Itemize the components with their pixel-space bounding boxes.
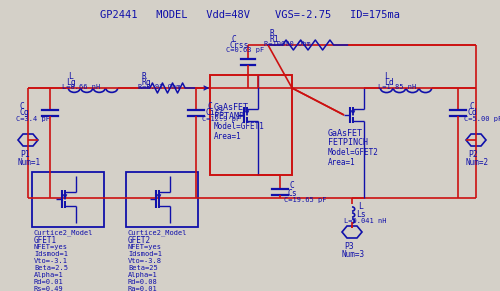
Text: R1: R1 [270, 35, 280, 44]
Text: C: C [290, 181, 295, 190]
Text: Alpha=1: Alpha=1 [128, 272, 158, 278]
Text: C=5.00 pF: C=5.00 pF [464, 116, 500, 122]
Text: GP2441   MODEL   Vdd=48V    VGS=-2.75   ID=175ma: GP2441 MODEL Vdd=48V VGS=-2.75 ID=175ma [100, 10, 400, 20]
Text: Model=GFET2: Model=GFET2 [328, 148, 379, 157]
Text: P1: P1 [20, 150, 30, 159]
Text: L: L [68, 72, 73, 81]
Text: P2: P2 [468, 150, 478, 159]
Text: Cd: Cd [468, 108, 478, 117]
Text: Area=1: Area=1 [328, 158, 356, 167]
Text: C=19.65 pF: C=19.65 pF [284, 197, 327, 203]
Text: FETAMP: FETAMP [214, 112, 244, 121]
Text: Cg: Cg [20, 108, 30, 117]
Text: Cs: Cs [288, 189, 298, 198]
Text: R=0.97 Ohm: R=0.97 Ohm [138, 84, 180, 90]
Text: C=12.9 pF: C=12.9 pF [202, 116, 240, 122]
Text: R=10000 Ohm: R=10000 Ohm [264, 41, 311, 47]
Text: P3: P3 [344, 242, 354, 251]
Text: R: R [142, 72, 147, 81]
Text: GFET1: GFET1 [34, 236, 57, 245]
Text: L=0.041 nH: L=0.041 nH [344, 218, 387, 224]
Text: Model=GFET1: Model=GFET1 [214, 122, 265, 131]
Text: C: C [208, 102, 213, 111]
Text: GFET2: GFET2 [128, 236, 151, 245]
Text: Num=2: Num=2 [466, 158, 489, 167]
Text: Ld: Ld [384, 78, 394, 87]
Text: Rg: Rg [142, 78, 152, 87]
Text: Vto=-3.1: Vto=-3.1 [34, 258, 68, 264]
Text: Curtice2_Model: Curtice2_Model [34, 229, 94, 236]
Text: Ciss: Ciss [206, 108, 226, 117]
Text: L=0.66 nH: L=0.66 nH [62, 84, 100, 90]
Text: Lg: Lg [66, 78, 76, 87]
Text: C: C [20, 102, 25, 111]
Text: Vto=-3.8: Vto=-3.8 [128, 258, 162, 264]
Text: Rd=0.08: Rd=0.08 [128, 279, 158, 285]
Text: L=1.85 nH: L=1.85 nH [378, 84, 416, 90]
Text: L: L [384, 72, 389, 81]
Text: NFET=yes: NFET=yes [34, 244, 68, 250]
Text: Num=1: Num=1 [18, 158, 41, 167]
Text: Beta=2.5: Beta=2.5 [34, 265, 68, 271]
Text: Rs=0.49: Rs=0.49 [34, 286, 64, 291]
Text: Crss: Crss [230, 41, 250, 50]
Text: Ls: Ls [356, 210, 366, 219]
Text: R: R [270, 29, 275, 38]
Text: Idsmod=1: Idsmod=1 [34, 251, 68, 257]
Text: Alpha=1: Alpha=1 [34, 272, 64, 278]
Text: C=3.4 pF: C=3.4 pF [16, 116, 50, 122]
Text: Beta=25: Beta=25 [128, 265, 158, 271]
Text: Curtice2_Model: Curtice2_Model [128, 229, 188, 236]
Text: FETPINCH: FETPINCH [328, 138, 368, 147]
Text: Rd=0.01: Rd=0.01 [34, 279, 64, 285]
Text: GaAsFET: GaAsFET [214, 103, 249, 112]
Text: C=0.63 pF: C=0.63 pF [226, 47, 264, 53]
Text: GaAsFET: GaAsFET [328, 129, 363, 138]
Text: Area=1: Area=1 [214, 132, 242, 141]
Text: Ra=0.01: Ra=0.01 [128, 286, 158, 291]
Text: Idsmod=1: Idsmod=1 [128, 251, 162, 257]
Text: Num=3: Num=3 [342, 250, 365, 259]
Text: C: C [232, 35, 237, 44]
Text: C: C [470, 102, 475, 111]
Text: L: L [358, 202, 363, 211]
Text: NFET=yes: NFET=yes [128, 244, 162, 250]
